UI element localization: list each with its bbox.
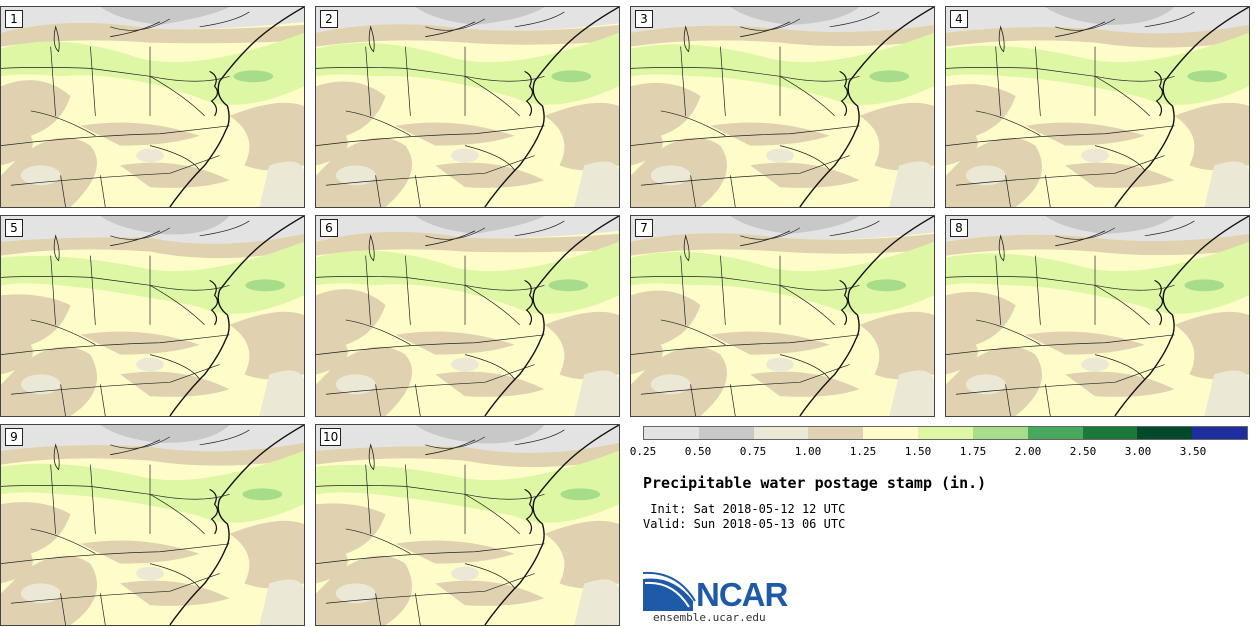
stamp-number: 6: [320, 219, 338, 237]
ncar-logo-text: NCAR: [696, 576, 788, 613]
colorbar-tick-label: 1.75: [959, 445, 987, 458]
colorbar-tick-label: 2.50: [1069, 445, 1097, 458]
map-2: [316, 7, 619, 207]
stamp-number: 4: [950, 10, 968, 28]
colorbar-tick-label: 3.00: [1124, 445, 1152, 458]
colorbar-swatch: [698, 427, 754, 439]
colorbar-tick-label: 3.50: [1179, 445, 1207, 458]
map-6: [316, 216, 619, 416]
ncar-logo-icon: [643, 571, 696, 611]
colorbar-tick-label: 0.25: [629, 445, 657, 458]
stamp-panel-4: 4: [945, 6, 1250, 208]
colorbar-swatch: [644, 427, 699, 439]
stamp-panel-5: 5: [0, 215, 305, 417]
colorbar-swatch: [863, 427, 919, 439]
stamp-number: 9: [5, 428, 23, 446]
colorbar-tick-label: 0.50: [684, 445, 712, 458]
stamp-number: 2: [320, 10, 338, 28]
colorbar-swatch: [1192, 427, 1247, 439]
valid-time: Valid: Sun 2018-05-13 06 UTC: [643, 517, 846, 531]
legend-title: Precipitable water postage stamp (in.): [643, 474, 987, 492]
colorbar-swatch: [1082, 427, 1138, 439]
stamp-panel-6: 6: [315, 215, 620, 417]
stamp-number: 8: [950, 219, 968, 237]
map-10: [316, 425, 619, 625]
stamp-panel-9: 9: [0, 424, 305, 626]
stamp-number: 7: [635, 219, 653, 237]
colorbar-swatch: [1137, 427, 1193, 439]
colorbar-tick-label: 1.00: [794, 445, 822, 458]
map-9: [1, 425, 304, 625]
stamp-number: 5: [5, 219, 23, 237]
map-4: [946, 7, 1249, 207]
colorbar-tick-label: 2.00: [1014, 445, 1042, 458]
stamp-panel-8: 8: [945, 215, 1250, 417]
stamp-panel-1: 1: [0, 6, 305, 208]
stamp-number: 1: [5, 10, 23, 28]
map-8: [946, 216, 1249, 416]
colorbar-swatch: [753, 427, 809, 439]
map-3: [631, 7, 934, 207]
colorbar-ticks: 0.25 0.50 0.75 1.00 1.25 1.50 1.75 2.00 2.50 3.00…: [630, 445, 1248, 459]
colorbar-tick-label: 0.75: [739, 445, 767, 458]
stamp-panel-2: 2: [315, 6, 620, 208]
stamp-panel-10: 10: [315, 424, 620, 626]
stamp-number: 3: [635, 10, 653, 28]
colorbar: [643, 426, 1248, 440]
site-url: ensemble.ucar.edu: [653, 611, 766, 624]
colorbar-swatch: [918, 427, 973, 439]
colorbar-tick-label: 1.25: [849, 445, 877, 458]
colorbar-swatch: [808, 427, 864, 439]
init-time: Init: Sat 2018-05-12 12 UTC: [643, 502, 846, 516]
stamp-number: 10: [320, 428, 342, 446]
colorbar-swatch: [972, 427, 1028, 439]
stamp-panel-7: 7: [630, 215, 935, 417]
map-5: [1, 216, 304, 416]
stamp-panel-3: 3: [630, 6, 935, 208]
colorbar-swatch: [1027, 427, 1083, 439]
map-7: [631, 216, 934, 416]
map-1: [1, 7, 304, 207]
colorbar-tick-label: 1.50: [904, 445, 932, 458]
